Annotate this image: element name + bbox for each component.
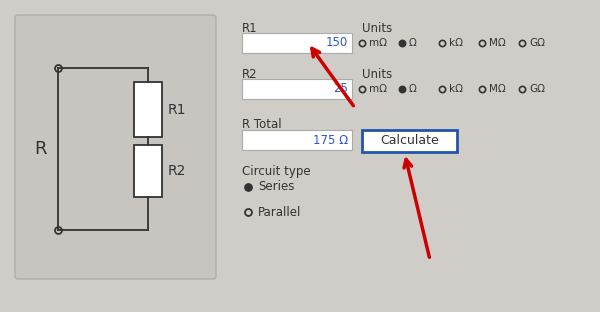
Text: Ω: Ω (409, 38, 417, 48)
Text: Parallel: Parallel (258, 206, 301, 218)
Text: kΩ: kΩ (449, 84, 463, 94)
Text: mΩ: mΩ (369, 84, 387, 94)
Text: R2: R2 (242, 68, 257, 81)
Text: Units: Units (362, 68, 392, 81)
Bar (362, 130, 457, 152)
FancyBboxPatch shape (15, 15, 216, 279)
Bar (134, 82, 162, 137)
Text: 25: 25 (333, 82, 348, 95)
Text: R Total: R Total (242, 118, 281, 131)
Text: Ω: Ω (409, 84, 417, 94)
Bar (242, 79, 352, 99)
Text: MΩ: MΩ (489, 38, 506, 48)
Text: GΩ: GΩ (529, 84, 545, 94)
Text: 175 Ω: 175 Ω (313, 134, 348, 147)
Text: mΩ: mΩ (369, 38, 387, 48)
Text: R1: R1 (242, 22, 257, 35)
Text: Circuit type: Circuit type (242, 165, 311, 178)
Text: MΩ: MΩ (489, 84, 506, 94)
Text: Calculate: Calculate (380, 134, 439, 148)
Text: Units: Units (362, 22, 392, 35)
Text: kΩ: kΩ (449, 38, 463, 48)
Text: GΩ: GΩ (529, 38, 545, 48)
Text: Series: Series (258, 181, 295, 193)
Text: R1: R1 (168, 103, 187, 116)
Text: R: R (34, 140, 46, 158)
Bar (242, 130, 352, 150)
Text: 150: 150 (326, 37, 348, 50)
Text: R2: R2 (168, 164, 187, 178)
Bar (134, 145, 162, 197)
Bar (242, 33, 352, 53)
